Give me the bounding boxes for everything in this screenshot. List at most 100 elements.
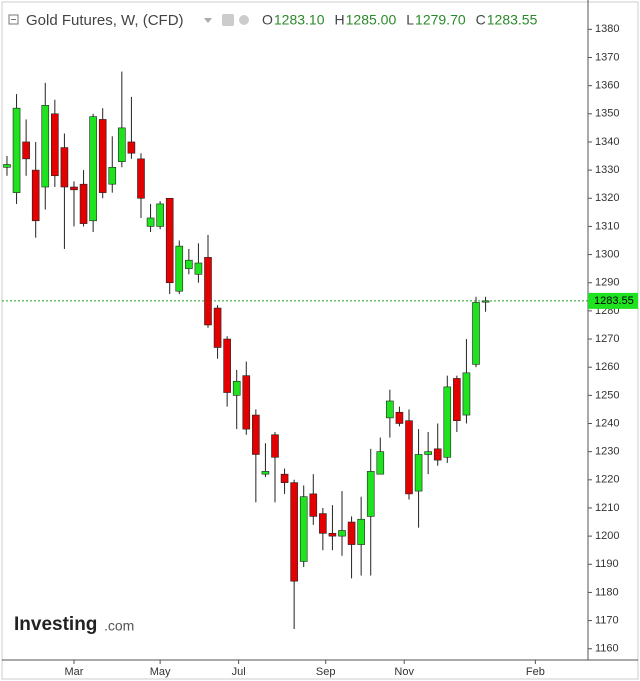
candle-body xyxy=(424,451,432,455)
y-tick-label: 1300 xyxy=(595,248,619,260)
candle-body xyxy=(280,473,289,483)
candle-body xyxy=(185,259,193,269)
candle-body xyxy=(12,107,21,193)
candle-body xyxy=(79,183,88,224)
y-tick-label: 1340 xyxy=(595,136,619,148)
candle-body xyxy=(443,386,452,458)
y-tick-label: 1190 xyxy=(595,558,619,570)
brand-suffix: .com xyxy=(104,618,134,634)
y-tick-label: 1360 xyxy=(595,80,619,92)
x-tick-label: May xyxy=(150,666,171,678)
y-tick-label: 1210 xyxy=(595,502,619,514)
legend-key: L xyxy=(406,12,414,28)
candle-body xyxy=(376,451,385,475)
y-tick-label: 1160 xyxy=(595,643,619,655)
legend-value: 1279.70 xyxy=(415,12,466,28)
candle-body xyxy=(271,434,279,458)
candle-body xyxy=(60,147,69,188)
y-tick-label: 1170 xyxy=(595,614,619,626)
candle-body xyxy=(366,471,375,517)
legend-value: 1285.00 xyxy=(346,12,397,28)
candle-body xyxy=(357,518,365,545)
candle-body xyxy=(118,127,126,162)
candle-body xyxy=(261,471,270,475)
candle-body xyxy=(328,533,337,537)
x-tick-label: Sep xyxy=(316,666,336,678)
brand: Investing .com xyxy=(14,614,134,635)
candle-body xyxy=(3,164,11,168)
candle-body xyxy=(414,454,423,492)
candle-body xyxy=(472,302,480,365)
candle-body xyxy=(22,141,30,160)
y-tick-label: 1310 xyxy=(595,220,619,232)
candle-body xyxy=(70,186,78,191)
brand-name: Investing xyxy=(14,614,97,635)
y-tick-label: 1320 xyxy=(595,192,619,204)
last-price-box xyxy=(588,292,638,309)
candle-body xyxy=(146,217,155,227)
legend-value: 1283.10 xyxy=(274,12,325,28)
legend-key: H xyxy=(335,12,345,28)
candle-body xyxy=(242,375,251,430)
candle-body xyxy=(108,166,117,185)
candle-body xyxy=(165,197,174,284)
candle-body xyxy=(319,513,327,534)
y-tick-label: 1350 xyxy=(595,108,619,120)
y-tick-label: 1380 xyxy=(595,23,619,35)
candle-body xyxy=(223,338,231,393)
eye-icon[interactable] xyxy=(222,14,234,26)
candle-body xyxy=(98,119,107,193)
x-tick-label: Nov xyxy=(394,666,414,678)
legend-value: 1283.55 xyxy=(487,12,538,28)
candle-body xyxy=(462,372,471,416)
y-tick-label: 1270 xyxy=(595,333,619,345)
candle-body xyxy=(175,245,184,292)
y-tick-label: 1230 xyxy=(595,446,619,458)
candle-body xyxy=(51,113,59,177)
candle-body xyxy=(137,158,145,199)
candle-body xyxy=(395,411,404,424)
candle-body xyxy=(156,203,164,227)
y-tick-label: 1240 xyxy=(595,417,619,429)
candle-body xyxy=(309,493,318,517)
y-tick-label: 1370 xyxy=(595,51,619,63)
candle-body xyxy=(232,380,241,396)
legend-key: O xyxy=(262,12,273,28)
x-tick-label: Mar xyxy=(65,666,84,678)
candle-body xyxy=(213,307,222,348)
candle-body xyxy=(386,400,394,419)
candle-body xyxy=(31,169,40,222)
candle-body xyxy=(453,378,461,421)
y-tick-label: 1330 xyxy=(595,164,619,176)
candle-body xyxy=(405,420,413,495)
candle-body xyxy=(481,300,490,303)
y-tick-label: 1260 xyxy=(595,361,619,373)
x-tick-label: Jul xyxy=(232,666,246,678)
y-tick-label: 1180 xyxy=(595,586,619,598)
legend-key: C xyxy=(476,12,486,28)
y-tick-label: 1250 xyxy=(595,389,619,401)
candle-body xyxy=(204,257,212,326)
candle-body xyxy=(347,521,356,545)
candle-body xyxy=(299,496,308,562)
y-tick-label: 1200 xyxy=(595,530,619,542)
x-tick-label: Feb xyxy=(526,666,545,678)
ohlc-legend: O 1283.10 H 1285.00 L 1279.70 C 1283.55 xyxy=(262,12,538,28)
collapse-icon[interactable] xyxy=(8,14,19,25)
chart-title: Gold Futures, W, (CFD) xyxy=(26,12,184,29)
candle-body xyxy=(338,530,346,537)
last-price-label: 1283.55 xyxy=(594,295,634,307)
candle-body xyxy=(194,262,203,275)
candle-body xyxy=(41,105,50,188)
candle-body xyxy=(433,448,442,461)
y-tick-label: 1290 xyxy=(595,277,619,289)
y-tick-label: 1220 xyxy=(595,474,619,486)
candle-body xyxy=(127,141,136,154)
dropdown-arrow[interactable] xyxy=(204,18,212,23)
candle-body xyxy=(252,414,260,455)
settings-icon[interactable] xyxy=(239,15,249,25)
